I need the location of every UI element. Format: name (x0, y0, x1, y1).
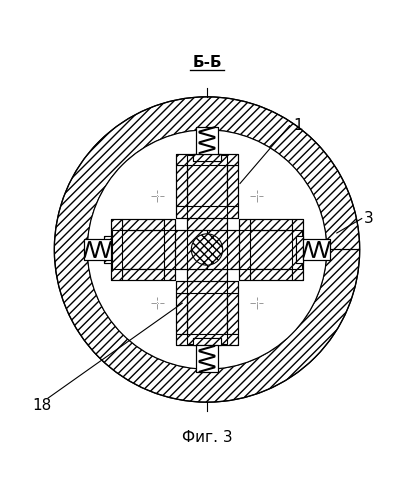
Bar (176, 154, 237, 165)
Polygon shape (54, 97, 359, 402)
Bar (163, 219, 175, 280)
Bar (176, 293, 187, 334)
Bar (226, 293, 237, 334)
Bar (187, 250, 226, 344)
Bar (193, 338, 220, 345)
Bar (84, 239, 111, 260)
Bar (193, 154, 220, 161)
Bar (103, 236, 111, 263)
Text: 1: 1 (293, 118, 303, 133)
Text: Фиг. 3: Фиг. 3 (181, 430, 232, 445)
Bar (193, 154, 220, 161)
Bar (111, 219, 175, 280)
Circle shape (87, 130, 326, 369)
Bar (238, 219, 302, 280)
Bar (193, 338, 220, 345)
Bar (196, 345, 217, 372)
Bar (250, 219, 291, 230)
Bar (302, 239, 329, 260)
Bar (291, 219, 302, 280)
Bar (226, 165, 237, 206)
Bar (196, 127, 217, 154)
Bar (206, 230, 301, 269)
Bar (196, 345, 217, 372)
Bar (112, 230, 206, 269)
Bar (187, 155, 226, 250)
Circle shape (191, 234, 222, 265)
Bar (103, 236, 111, 263)
Bar (187, 155, 226, 344)
Bar (302, 239, 329, 260)
Bar (250, 269, 291, 280)
Text: 18: 18 (32, 398, 52, 413)
Bar (176, 281, 237, 345)
Bar (176, 165, 187, 206)
Bar (112, 230, 301, 269)
Bar (238, 219, 250, 280)
Bar (196, 127, 217, 154)
Bar (176, 334, 237, 345)
Bar (122, 219, 163, 230)
Bar (176, 281, 237, 293)
Bar (84, 239, 111, 260)
Bar (176, 154, 237, 218)
Bar (111, 219, 122, 280)
Bar (176, 206, 237, 218)
Text: Б-Б: Б-Б (192, 55, 221, 70)
Bar (122, 269, 163, 280)
Text: 3: 3 (363, 211, 373, 226)
Bar (295, 236, 302, 263)
Bar (295, 236, 302, 263)
